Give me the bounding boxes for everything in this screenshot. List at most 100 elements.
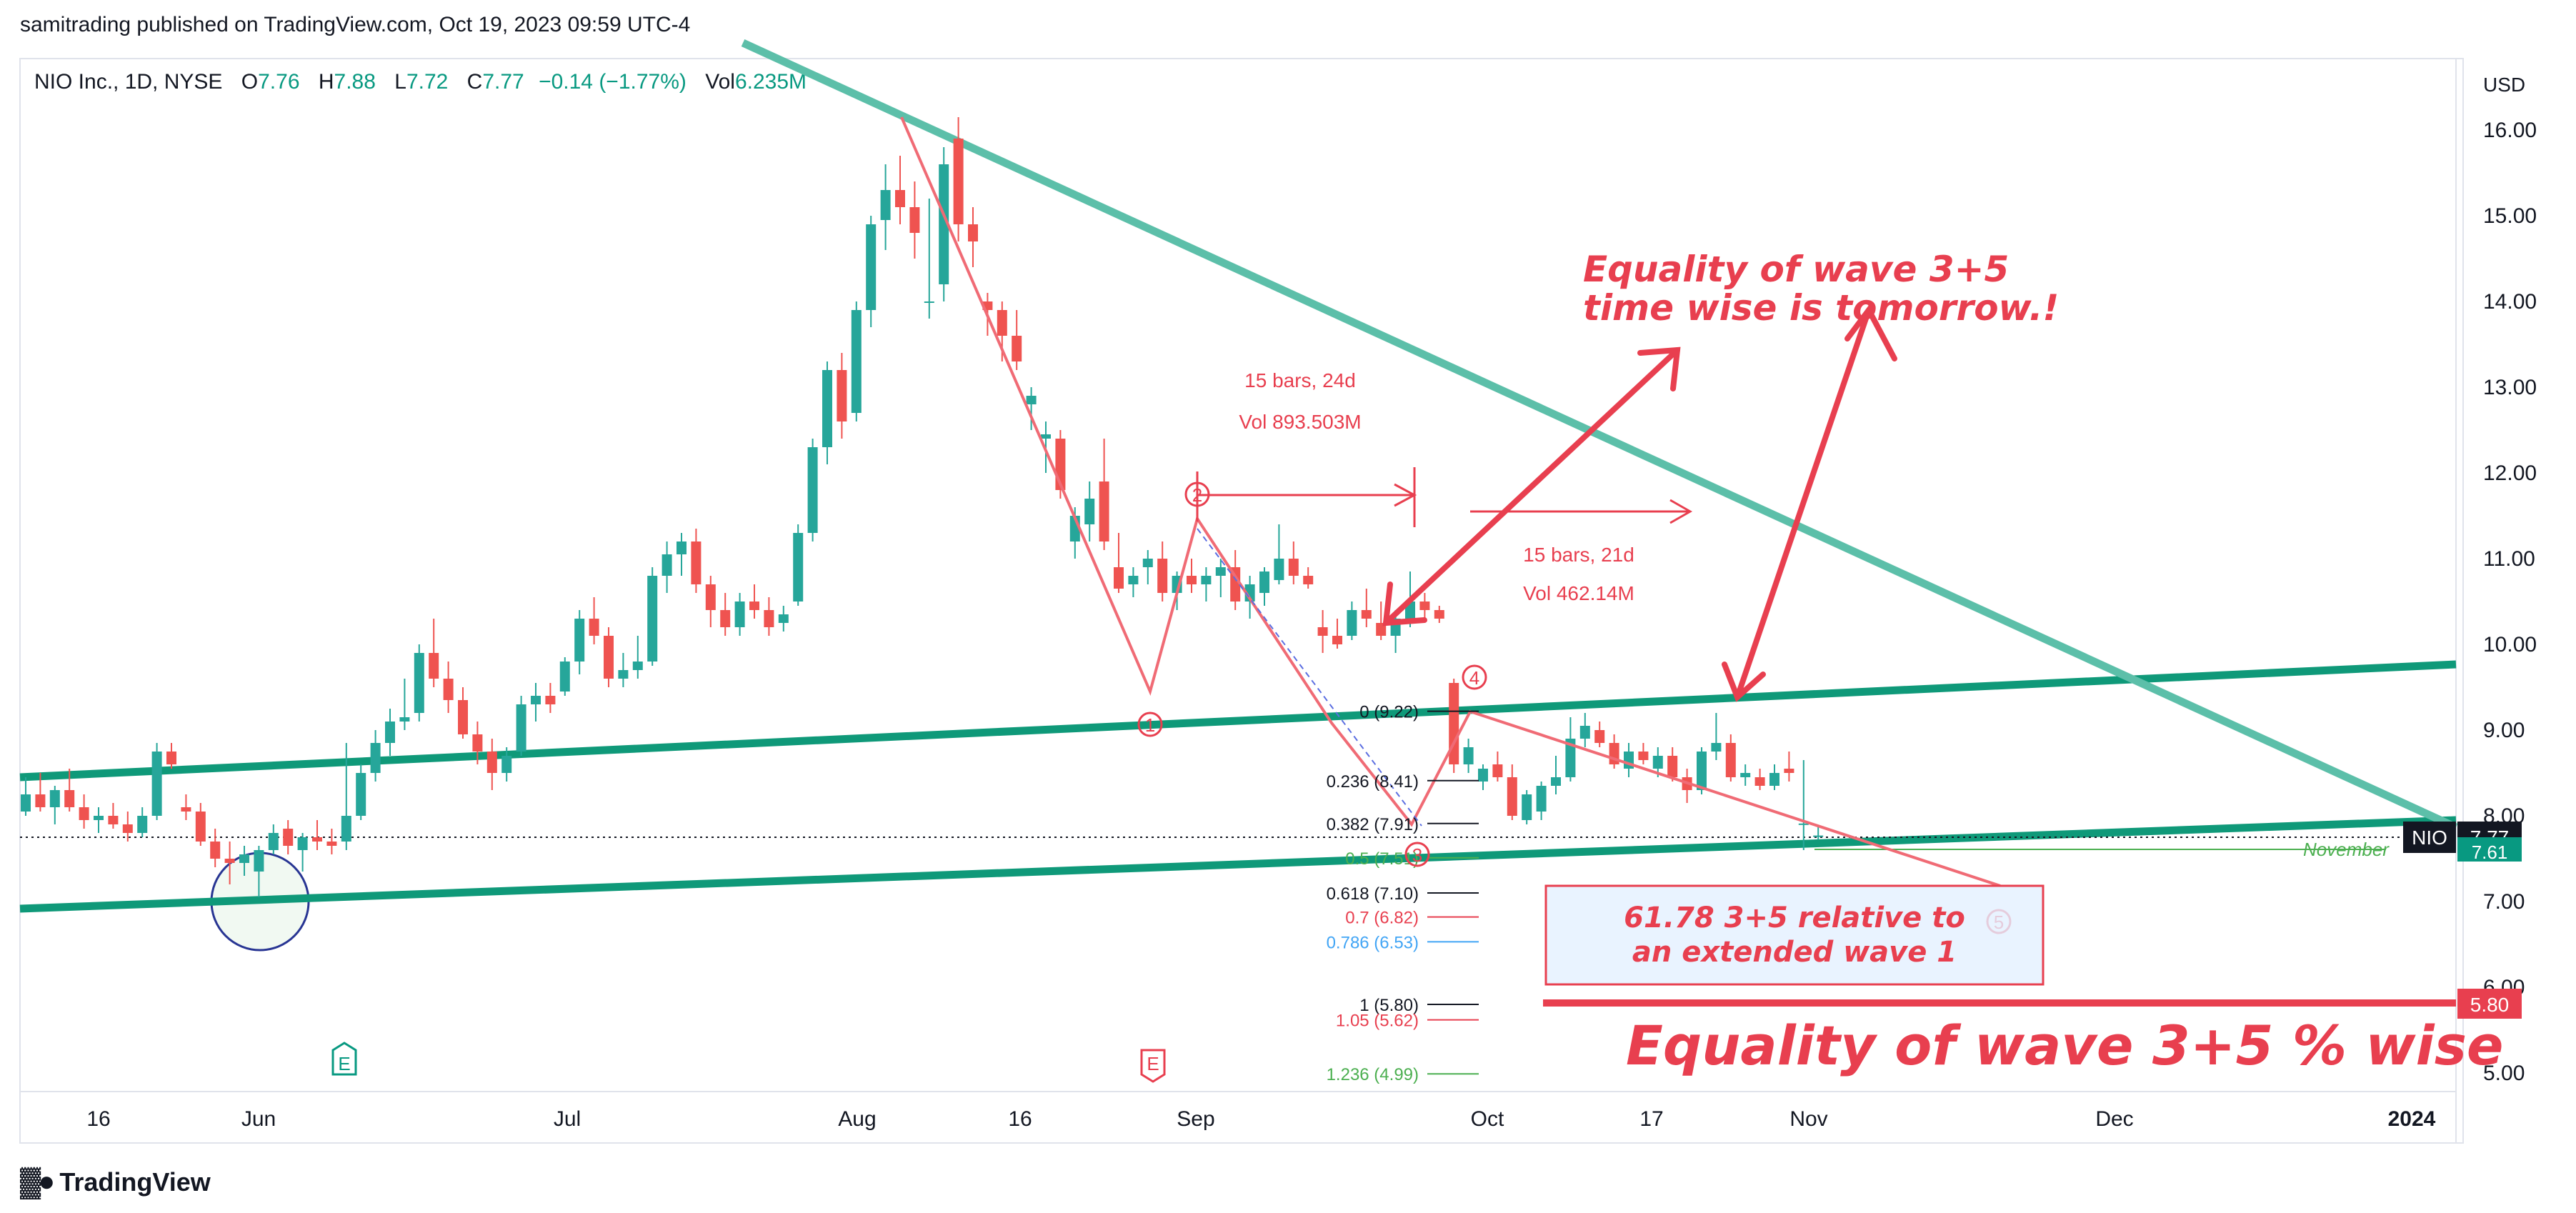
candle-body [166, 752, 176, 764]
price-tick-label: 10.00 [2483, 633, 2537, 657]
candle-body [1784, 769, 1794, 773]
candle-body [880, 190, 891, 220]
candle-body [604, 636, 614, 679]
symbol-tag [2403, 822, 2456, 853]
candle-body [531, 696, 541, 704]
fib-level-label: 0 (9.22) [1359, 703, 1419, 722]
bars-volume-1: Vol 893.503M [1239, 411, 1361, 433]
fib-level-label: 1 (5.80) [1359, 996, 1419, 1015]
candle-body [1434, 610, 1444, 619]
candle-body [1711, 743, 1722, 752]
candles [21, 117, 1824, 897]
candle-body [1594, 730, 1605, 743]
candle-body [472, 734, 483, 752]
price-tick-label: 14.00 [2483, 290, 2537, 314]
time-equality-line-1: Equality of wave 3+5 [1583, 249, 2009, 290]
candle-body [79, 807, 89, 820]
legend-symbol[interactable]: NIO Inc., 1D, NYSE [34, 70, 223, 94]
wave-1-marker [1137, 712, 1163, 737]
publisher-line: samitrading published on TradingView.com… [20, 13, 691, 36]
time-scale[interactable]: 16 Jun Jul Aug 16 Sep Oct 17 Nov Dec 2024 [86, 1107, 2435, 1131]
time-tick-label: 2024 [2388, 1107, 2436, 1131]
price-tick-label: 12.00 [2483, 461, 2537, 485]
candle-body [1026, 396, 1037, 404]
level-tag [2457, 989, 2522, 1019]
legend-volume: 6.235M [734, 70, 807, 94]
currency-label[interactable]: USD [2483, 74, 2525, 96]
chart-frame [19, 58, 2464, 1144]
candle-body [1114, 567, 1124, 589]
extension-note-line-2: an extended wave 1 [1632, 936, 1957, 969]
candle-body [953, 139, 964, 224]
legend-open: 7.76 [258, 70, 300, 94]
bars-count-1: 15 bars, 24d [1244, 369, 1356, 391]
price-tick-label: 7.00 [2483, 890, 2525, 914]
candle-body [49, 790, 60, 807]
level-tag-text: 5.80 [2470, 994, 2510, 1016]
extension-note-box [1544, 884, 2045, 986]
currency-bg [2429, 63, 2450, 84]
candle-body [1099, 481, 1109, 541]
candle-body [837, 370, 847, 421]
candle-body [589, 619, 599, 636]
candle-body [1230, 567, 1241, 601]
candle-body [764, 610, 774, 627]
earnings-marker-2[interactable]: E [1140, 1049, 1166, 1083]
candle-body [1813, 835, 1824, 837]
candle-body [341, 816, 351, 842]
bars-range-1: 15 bars, 24d Vol 893.503M [1196, 369, 1417, 527]
candle-body [1798, 823, 1809, 825]
projection-dashed-line [1197, 528, 1422, 827]
earnings-marker-1[interactable]: E [331, 1042, 357, 1076]
candle-body [749, 601, 759, 610]
time-tick-label: 16 [1008, 1107, 1032, 1131]
candle-body [895, 190, 905, 207]
candle-body [618, 670, 629, 679]
candle-body [866, 224, 877, 310]
price-scale[interactable]: 16.0015.0014.0013.0012.0011.0010.009.008… [2483, 119, 2537, 1085]
candle-body [1317, 627, 1328, 636]
time-tick-label: 17 [1639, 1107, 1663, 1131]
wave-3-marker [1404, 842, 1430, 867]
fib-level-label: 0.7 (6.82) [1345, 909, 1419, 928]
price-tick-label: 11.00 [2483, 547, 2535, 571]
candle-body [21, 794, 31, 812]
legend-high-label: H [318, 70, 334, 94]
legend-low-label: L [394, 70, 406, 94]
legend-low: 7.72 [406, 70, 449, 94]
candle-body [778, 614, 789, 623]
legend-open-label: O [241, 70, 259, 94]
time-tick-label: Nov [1789, 1107, 1827, 1131]
fib-level-label: 0.236 (8.41) [1327, 772, 1419, 792]
candle-body [691, 541, 702, 584]
wave-1-label: 1 [1145, 714, 1155, 736]
candle-body [1303, 576, 1314, 584]
price-tick-label: 15.00 [2483, 204, 2537, 228]
wave-4-marker [1462, 664, 1487, 690]
symbol-tag-text: NIO [2412, 827, 2447, 849]
bars-count-2: 15 bars, 21d [1523, 544, 1634, 566]
candle-body [705, 584, 716, 610]
next-price-tag [2457, 837, 2522, 862]
candle-body [1288, 559, 1299, 576]
tradingview-logo[interactable]: ▓● TradingView [20, 1166, 211, 1198]
wave-3-label: 3 [1412, 844, 1422, 866]
candle-body [108, 816, 119, 824]
candle-body [1084, 499, 1095, 524]
candle-body [356, 773, 366, 816]
tradingview-icon: ▓● [20, 1166, 55, 1197]
candle-body [516, 704, 526, 752]
legend-change: −0.14 (−1.77%) [539, 70, 687, 94]
candle-body [734, 601, 745, 627]
price-tick-label: 13.00 [2483, 376, 2537, 399]
candle-body [720, 610, 731, 627]
time-equality-line-2: time wise is tomorrow.! [1583, 287, 2059, 329]
time-tick-label: 16 [86, 1107, 110, 1131]
candle-body [1332, 636, 1342, 644]
candle-body [239, 854, 249, 863]
candle-body [1579, 726, 1590, 739]
candle-body [283, 829, 294, 846]
earnings-icon: E [1147, 1053, 1159, 1074]
time-arrow-left [1382, 346, 1681, 627]
